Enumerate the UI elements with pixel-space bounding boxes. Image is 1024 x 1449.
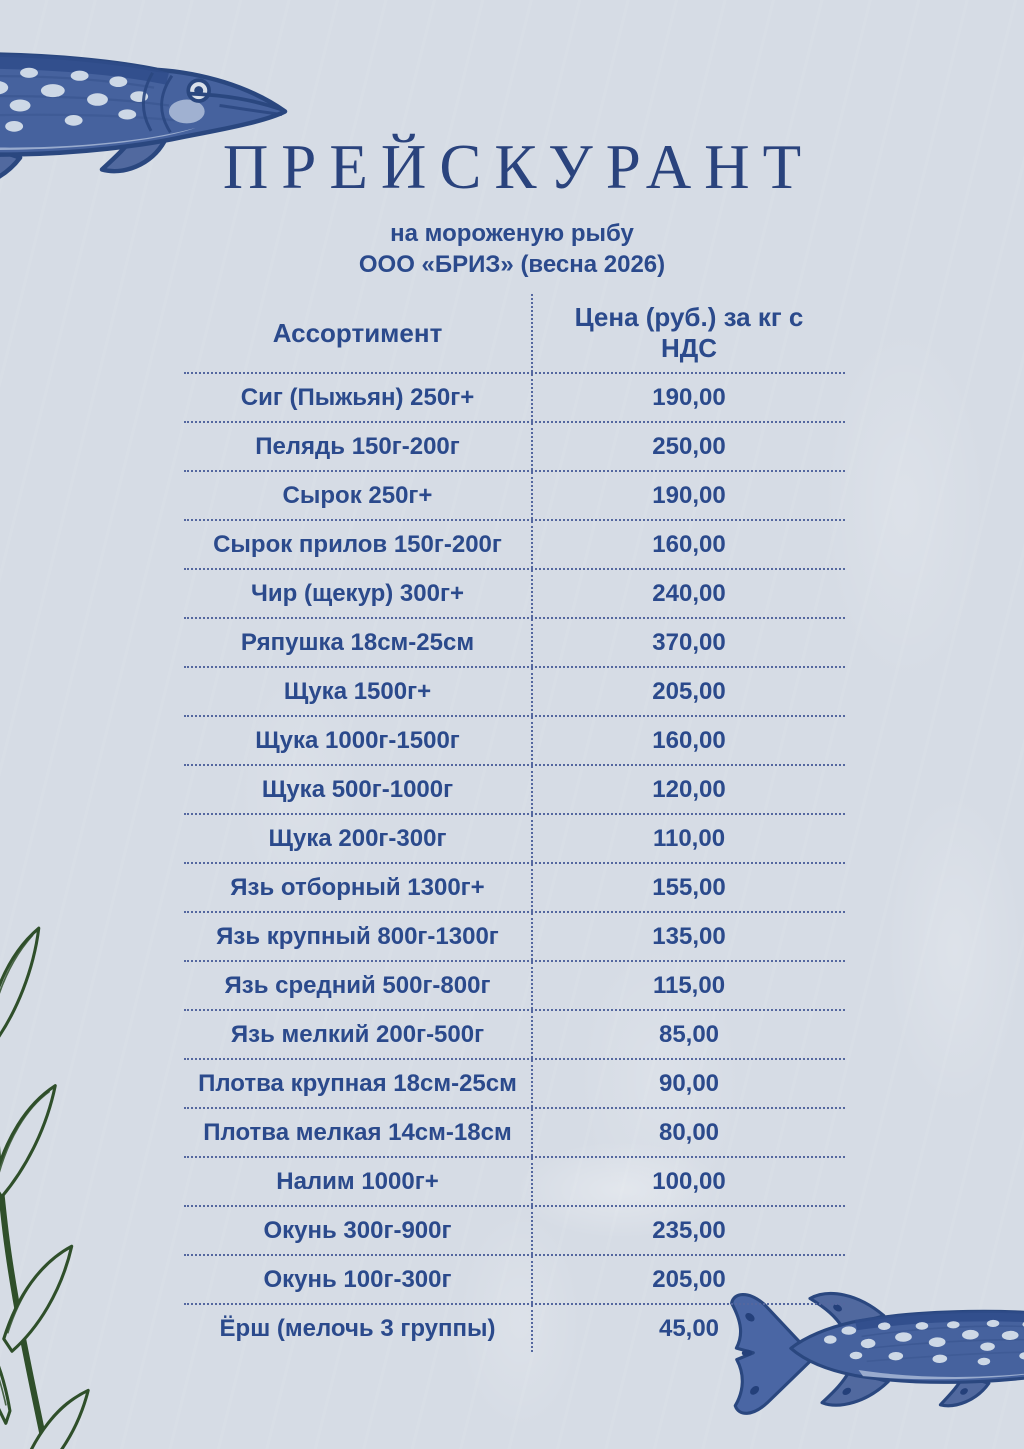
product-price: 110,00 — [531, 815, 845, 862]
product-name: Плотва мелкая 14см-18см — [203, 1118, 512, 1146]
product-name: Окунь 100г-300г — [263, 1265, 452, 1293]
product-price: 160,00 — [531, 717, 845, 764]
product-price: 205,00 — [531, 1256, 845, 1303]
product-name: Сиг (Пыжьян) 250г+ — [240, 383, 475, 411]
product-name: Сырок прилов 150г-200г — [213, 530, 502, 558]
table-row: Язь крупный 800г-1300г 135,00 — [184, 911, 845, 960]
product-price: 45,00 — [531, 1305, 845, 1352]
table-row: Пелядь 150г-200г 250,00 — [184, 421, 845, 470]
table-row: Щука 1000г-1500г 160,00 — [184, 715, 845, 764]
table-row: Язь средний 500г-800г 115,00 — [184, 960, 845, 1009]
product-price: 90,00 — [531, 1060, 845, 1107]
product-price: 120,00 — [531, 766, 845, 813]
table-row: Сырок прилов 150г-200г 160,00 — [184, 519, 845, 568]
product-price: 205,00 — [531, 668, 845, 715]
product-name: Щука 500г-1000г — [261, 775, 454, 803]
table-row: Плотва мелкая 14см-18см 80,00 — [184, 1107, 845, 1156]
product-name: Сырок 250г+ — [282, 481, 433, 509]
table-row: Сиг (Пыжьян) 250г+ 190,00 — [184, 372, 845, 421]
table-row: Сырок 250г+ 190,00 — [184, 470, 845, 519]
product-price: 85,00 — [531, 1011, 845, 1058]
table-row: Щука 500г-1000г 120,00 — [184, 764, 845, 813]
product-price: 160,00 — [531, 521, 845, 568]
product-name: Пелядь 150г-200г — [255, 432, 460, 460]
product-price: 115,00 — [531, 962, 845, 1009]
table-row: Чир (щекур) 300г+ 240,00 — [184, 568, 845, 617]
product-name: Щука 1500г+ — [283, 677, 432, 705]
product-name: Щука 200г-300г — [268, 824, 447, 852]
table-header-row: Ассортимент Цена (руб.) за кг с НДС — [184, 294, 845, 372]
seaweed-illustration — [0, 925, 117, 1449]
table-row: Ёрш (мелочь 3 группы) 45,00 — [184, 1303, 845, 1352]
product-name: Чир (щекур) 300г+ — [251, 579, 464, 607]
product-name: Налим 1000г+ — [276, 1167, 439, 1195]
product-name: Плотва крупная 18см-25см — [198, 1069, 517, 1097]
table-row: Язь отборный 1300г+ 155,00 — [184, 862, 845, 911]
product-name: Язь средний 500г-800г — [224, 971, 491, 999]
product-price: 135,00 — [531, 913, 845, 960]
table-row: Плотва крупная 18см-25см 90,00 — [184, 1058, 845, 1107]
subtitle-line-1: на мороженую рыбу — [390, 220, 634, 247]
product-price: 190,00 — [531, 472, 845, 519]
table-row: Ряпушка 18см-25см 370,00 — [184, 617, 845, 666]
product-price: 370,00 — [531, 619, 845, 666]
table-row: Щука 1500г+ 205,00 — [184, 666, 845, 715]
price-table: Ассортимент Цена (руб.) за кг с НДС Сиг … — [184, 294, 845, 1352]
column-header-assortment: Ассортимент — [272, 317, 443, 348]
product-price: 235,00 — [531, 1207, 845, 1254]
table-row: Налим 1000г+ 100,00 — [184, 1156, 845, 1205]
document-header: ПРЕЙСКУРАНТ на мороженую рыбу ООО «БРИЗ»… — [0, 134, 1024, 280]
table-row: Окунь 300г-900г 235,00 — [184, 1205, 845, 1254]
subtitle-line-2: ООО «БРИЗ» (весна 2026) — [358, 251, 666, 278]
product-name: Язь мелкий 200г-500г — [230, 1020, 485, 1048]
page-title: ПРЕЙСКУРАНТ — [222, 132, 815, 202]
product-name: Щука 1000г-1500г — [255, 726, 460, 754]
product-price: 190,00 — [531, 374, 845, 421]
product-name: Ёрш (мелочь 3 группы) — [219, 1314, 496, 1342]
table-row: Щука 200г-300г 110,00 — [184, 813, 845, 862]
product-name: Язь отборный 1300г+ — [230, 873, 485, 901]
table-row: Язь мелкий 200г-500г 85,00 — [184, 1009, 845, 1058]
product-name: Окунь 300г-900г — [263, 1216, 452, 1244]
product-price: 80,00 — [531, 1109, 845, 1156]
table-row: Окунь 100г-300г 205,00 — [184, 1254, 845, 1303]
product-price: 250,00 — [531, 423, 845, 470]
price-table-body: Сиг (Пыжьян) 250г+ 190,00 Пелядь 150г-200г… — [184, 372, 845, 1352]
product-name: Ряпушка 18см-25см — [240, 628, 475, 656]
product-price: 155,00 — [531, 864, 845, 911]
product-name: Язь крупный 800г-1300г — [216, 922, 499, 950]
product-price: 100,00 — [531, 1158, 845, 1205]
product-price: 240,00 — [531, 570, 845, 617]
column-header-price: Цена (руб.) за кг с НДС — [531, 294, 845, 372]
